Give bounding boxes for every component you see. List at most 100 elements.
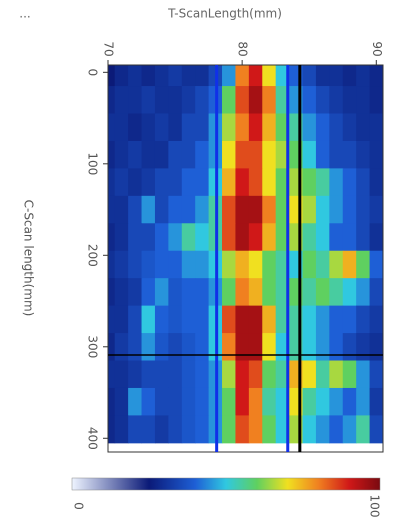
heat-cell <box>222 251 236 279</box>
heat-cell <box>142 333 156 361</box>
heat-cell <box>370 306 384 334</box>
heat-cell <box>249 141 263 169</box>
heat-cell <box>303 361 317 389</box>
heat-cell <box>249 415 263 443</box>
heat-cell <box>195 306 209 334</box>
heat-cell <box>222 415 236 443</box>
heat-cell <box>329 388 343 416</box>
heat-cell <box>115 278 129 306</box>
heat-cell <box>303 388 317 416</box>
heat-cell <box>249 59 263 87</box>
heat-cell <box>262 59 276 87</box>
heat-cell <box>128 223 142 251</box>
heat-cell <box>343 113 357 141</box>
heat-cell <box>249 223 263 251</box>
heat-cell <box>168 333 182 361</box>
heat-cell <box>128 59 142 87</box>
heat-cell <box>142 278 156 306</box>
heat-cell <box>142 59 156 87</box>
heat-cell <box>316 361 330 389</box>
chart-title: T-ScanLength(mm) <box>167 7 282 21</box>
heat-cell <box>356 86 370 114</box>
heat-cell <box>329 196 343 224</box>
heat-cell <box>115 306 129 334</box>
heat-cell <box>115 113 129 141</box>
heat-cell <box>356 113 370 141</box>
heat-cell <box>222 196 236 224</box>
heat-cell <box>329 361 343 389</box>
heat-cell <box>235 333 249 361</box>
heat-cell <box>168 306 182 334</box>
heat-cell <box>316 415 330 443</box>
heat-cell <box>316 223 330 251</box>
heat-cell <box>235 168 249 196</box>
heat-cell <box>195 278 209 306</box>
heat-cell <box>303 86 317 114</box>
heat-cell <box>142 141 156 169</box>
heat-cell <box>195 59 209 87</box>
heat-cell <box>168 251 182 279</box>
heat-cell <box>128 333 142 361</box>
heat-cell <box>128 251 142 279</box>
heat-cell <box>370 196 384 224</box>
heat-cell <box>370 113 384 141</box>
heatmap <box>101 59 383 444</box>
heat-cell <box>262 333 276 361</box>
heat-cell <box>142 388 156 416</box>
heat-cell <box>128 306 142 334</box>
heat-cell <box>262 306 276 334</box>
heat-cell <box>195 361 209 389</box>
heat-cell <box>370 278 384 306</box>
heat-cell <box>316 196 330 224</box>
heat-cell <box>235 361 249 389</box>
heat-cell <box>155 168 169 196</box>
heat-cell <box>128 141 142 169</box>
heat-cell <box>222 141 236 169</box>
heat-cell <box>168 415 182 443</box>
heat-cell <box>222 388 236 416</box>
heat-cell <box>155 251 169 279</box>
heat-cell <box>249 333 263 361</box>
heat-cell <box>168 141 182 169</box>
heat-cell <box>249 361 263 389</box>
heat-cell <box>155 415 169 443</box>
heat-cell <box>303 278 317 306</box>
heat-cell <box>115 333 129 361</box>
heat-cell <box>316 168 330 196</box>
heat-cell <box>303 306 317 334</box>
heat-cell <box>329 278 343 306</box>
heat-cell <box>329 306 343 334</box>
heat-cell <box>182 168 196 196</box>
heat-cell <box>195 86 209 114</box>
heat-cell <box>343 388 357 416</box>
heat-cell <box>182 223 196 251</box>
heat-cell <box>168 86 182 114</box>
heat-cell <box>343 361 357 389</box>
heat-cell <box>182 388 196 416</box>
heat-cell <box>343 415 357 443</box>
heat-cell <box>168 168 182 196</box>
y-tick-label: 200 <box>86 244 100 267</box>
heat-cell <box>356 251 370 279</box>
heat-cell <box>115 141 129 169</box>
heat-cell <box>262 141 276 169</box>
heat-cell <box>356 196 370 224</box>
y-axis-label: C-Scan length(mm) <box>22 200 36 317</box>
heat-cell <box>222 168 236 196</box>
heat-cell <box>343 141 357 169</box>
heat-cell <box>356 415 370 443</box>
heat-cell <box>115 388 129 416</box>
heat-cell <box>249 113 263 141</box>
heat-cell <box>115 361 129 389</box>
heat-cell <box>155 141 169 169</box>
menu-button[interactable]: ... <box>19 7 30 21</box>
heat-cell <box>168 278 182 306</box>
heat-cell <box>182 278 196 306</box>
heat-cell <box>329 223 343 251</box>
heat-cell <box>262 415 276 443</box>
heat-cell <box>142 306 156 334</box>
heat-cell <box>356 278 370 306</box>
heat-cell <box>356 361 370 389</box>
heat-cell <box>316 333 330 361</box>
heat-cell <box>128 86 142 114</box>
